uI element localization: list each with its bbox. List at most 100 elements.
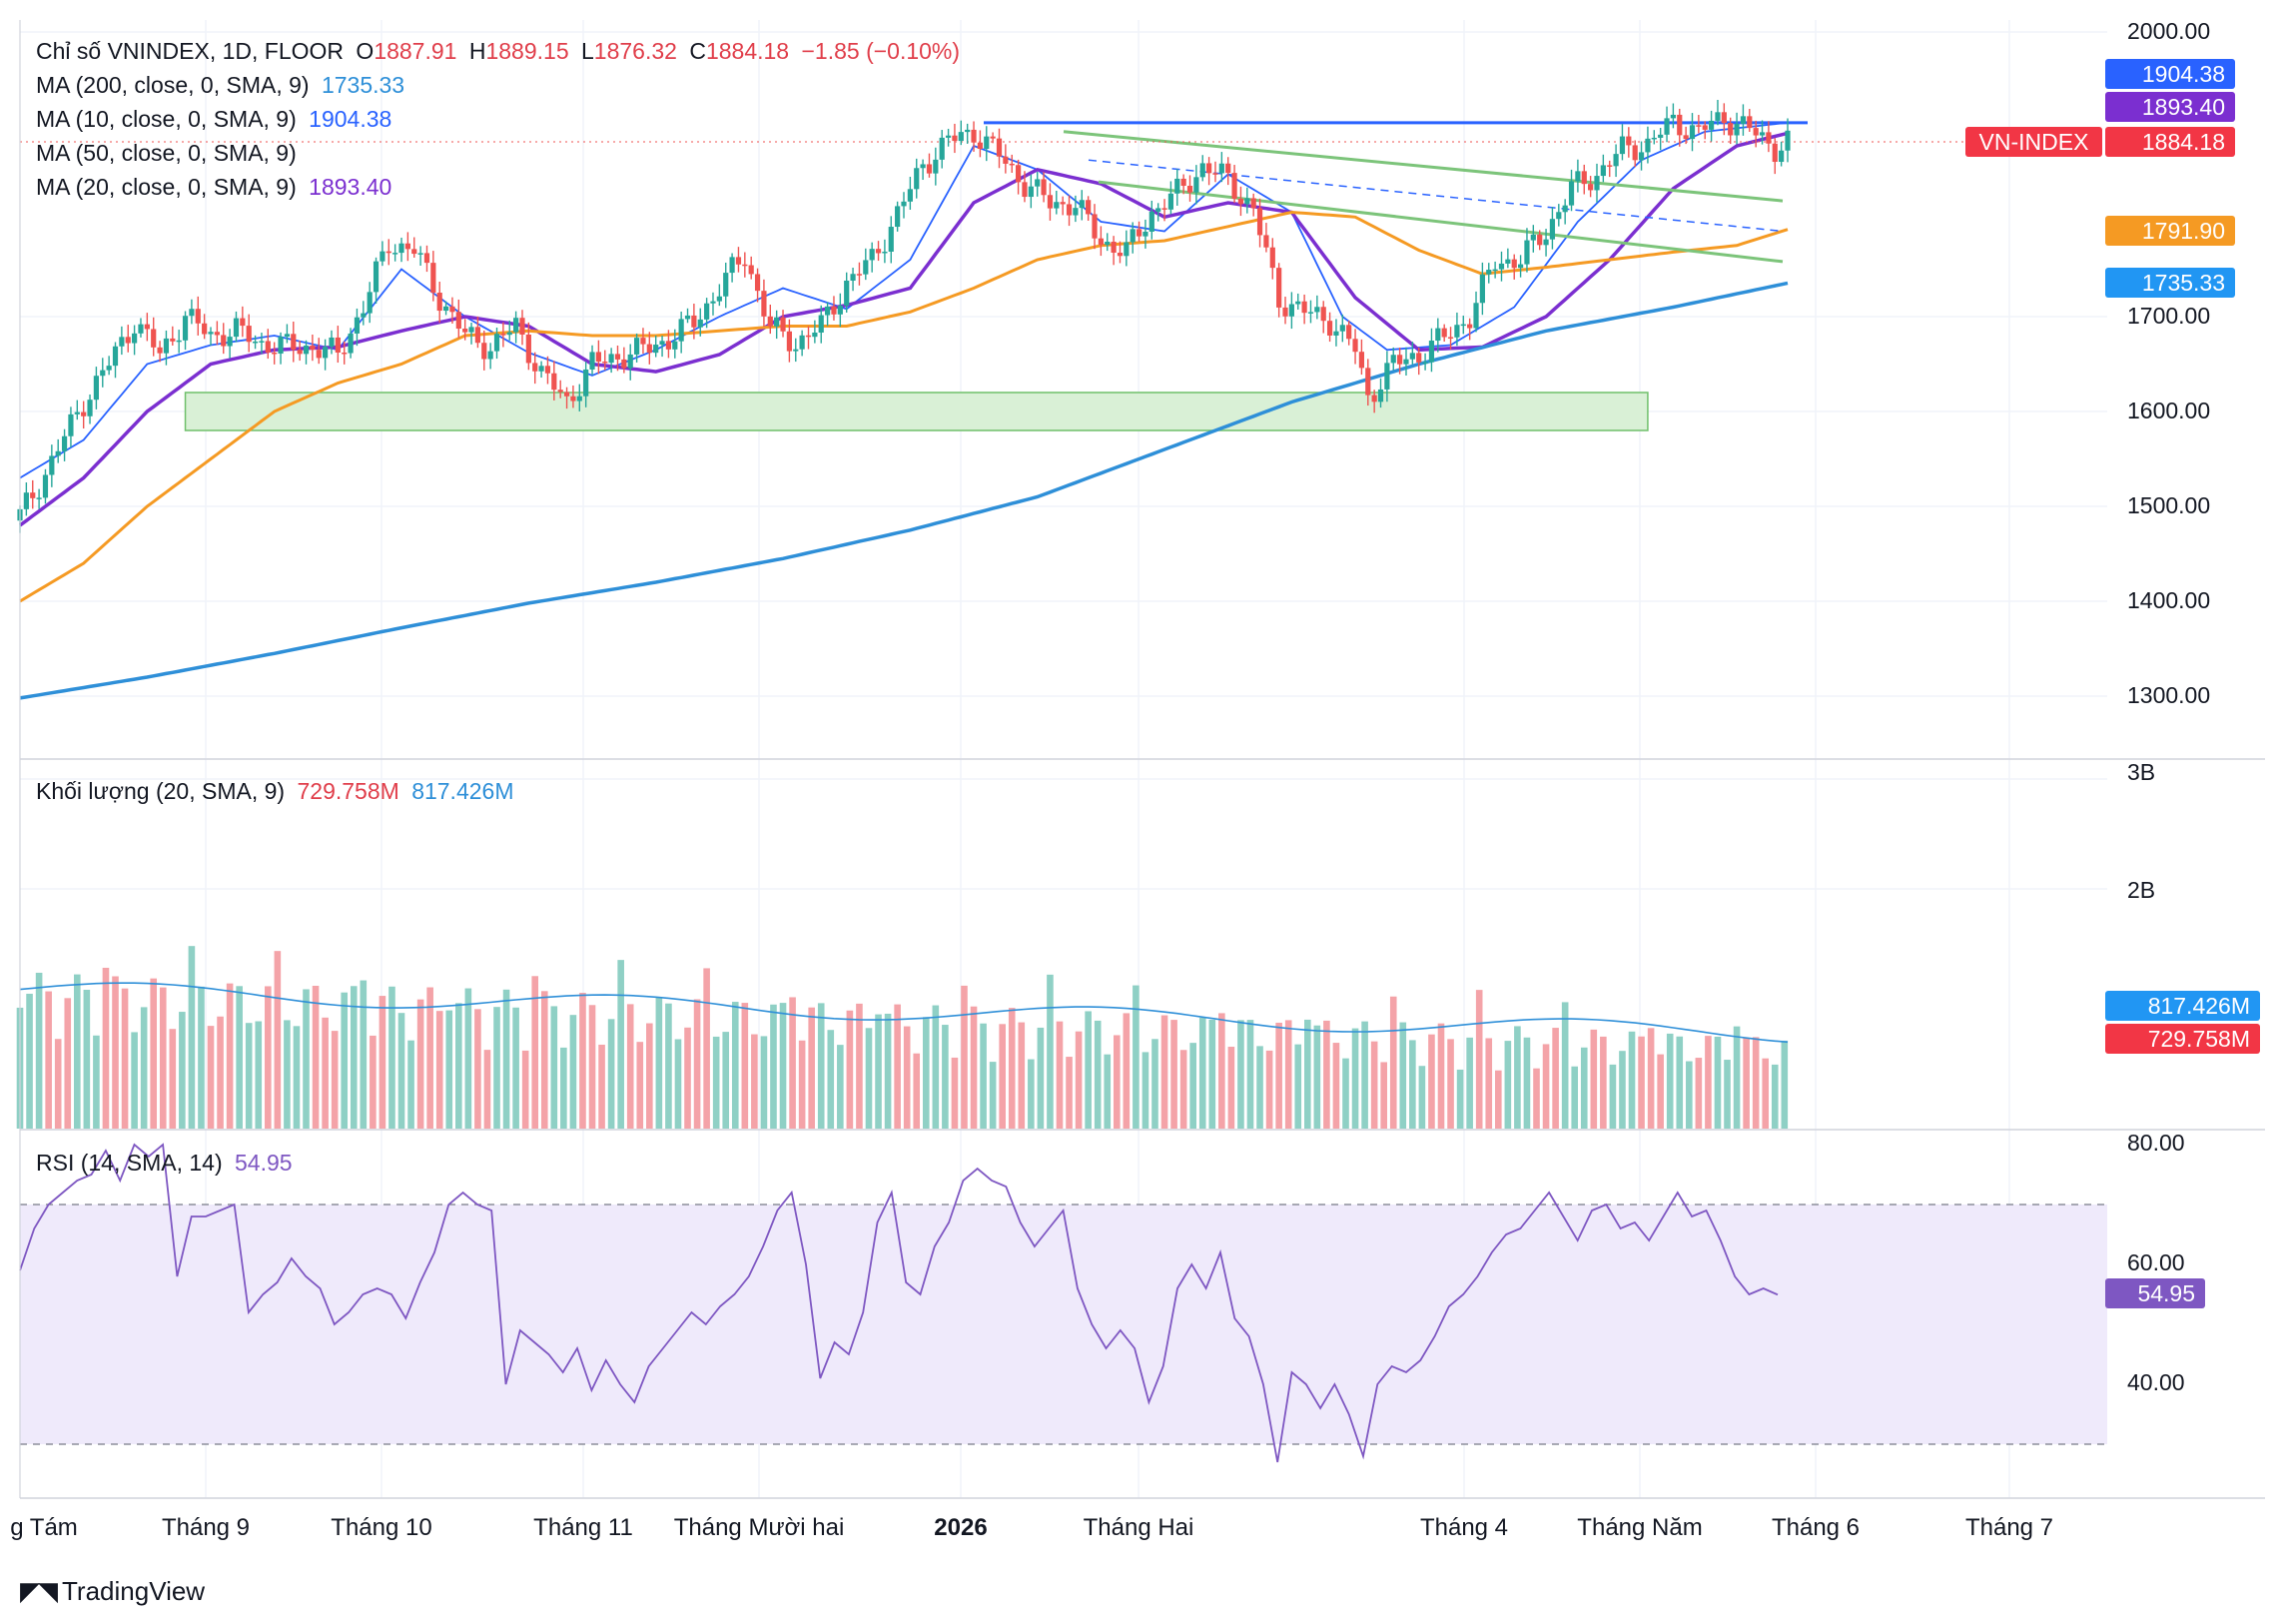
ma20-legend[interactable]: MA (20, close, 0, SMA, 9) 1893.40	[36, 170, 397, 204]
volume-bar	[1142, 1052, 1149, 1129]
volume-legend[interactable]: Khối lượng (20, SMA, 9) 729.758M 817.426…	[36, 774, 520, 808]
volume-bar	[45, 991, 52, 1129]
candle-body	[672, 341, 678, 350]
volume-value-1: 729.758M	[297, 778, 399, 804]
candle-body	[1314, 307, 1320, 313]
volume-bar	[341, 992, 349, 1129]
candle-body	[837, 305, 843, 315]
candle-body	[1543, 239, 1549, 246]
candle-body	[182, 316, 189, 341]
ma50-legend[interactable]: MA (50, close, 0, SMA, 9)	[36, 136, 309, 170]
candle-body	[373, 261, 380, 293]
candle-body	[1352, 339, 1358, 353]
candle-body	[385, 251, 391, 254]
candle-body	[1047, 195, 1054, 209]
volume-bar	[808, 1007, 815, 1129]
volume-bar	[35, 972, 43, 1129]
candle-body	[856, 274, 863, 276]
candle-body	[506, 332, 512, 336]
volume-bar	[865, 1028, 873, 1129]
candle-body	[850, 274, 856, 281]
volume-bar	[1638, 1036, 1645, 1129]
candle-body	[633, 338, 640, 355]
candle-body	[952, 135, 958, 142]
candle-body	[1117, 252, 1124, 257]
volume-bar	[579, 993, 586, 1129]
candle-body	[1098, 238, 1104, 246]
volume-bar	[207, 1026, 215, 1129]
rsi-legend[interactable]: RSI (14, SMA, 14) 54.95	[36, 1146, 299, 1180]
candle-body	[965, 129, 971, 133]
volume-bar	[388, 986, 395, 1129]
candle-body	[863, 260, 869, 275]
candle-body	[500, 334, 506, 336]
x-tick-apr: Tháng 4	[1419, 1514, 1509, 1541]
volume-bar	[1361, 1021, 1368, 1129]
ma10-legend[interactable]: MA (10, close, 0, SMA, 9) 1904.38	[36, 102, 397, 136]
ma20-value: 1893.40	[309, 174, 392, 200]
x-tick-jun: Tháng 6	[1771, 1514, 1861, 1541]
volume-bar	[1466, 1037, 1473, 1129]
candle-body	[316, 350, 322, 359]
volume-bar	[274, 951, 282, 1129]
volume-bar	[435, 1011, 443, 1129]
volume-bar	[1008, 1008, 1016, 1129]
candle-body	[627, 354, 633, 369]
candle-body	[710, 301, 716, 304]
volume-bar	[1752, 1037, 1760, 1129]
candle-body	[735, 257, 742, 265]
candle-body	[1155, 208, 1161, 212]
last-price-tag: 1884.18	[2105, 127, 2235, 157]
candle-body	[1645, 138, 1651, 153]
candle-body	[933, 159, 939, 174]
candle-body	[1016, 165, 1022, 183]
volume-bar	[1294, 1044, 1302, 1129]
volume-bar	[674, 1039, 682, 1129]
volume-bar	[1094, 1020, 1102, 1129]
candle-body	[119, 337, 125, 347]
x-tick-aug: g Tám	[10, 1514, 78, 1541]
volume-bar	[426, 987, 433, 1129]
candle-body	[1575, 171, 1581, 182]
volume-bar	[1303, 1019, 1311, 1129]
candle-body	[748, 265, 754, 275]
candle-body	[1237, 198, 1244, 205]
candle-body	[1136, 229, 1142, 237]
candle-body	[977, 142, 984, 150]
tradingview-logo-icon: ◤◥	[20, 1576, 58, 1607]
volume-bar	[1037, 1027, 1045, 1129]
candle-body	[1747, 116, 1753, 129]
candle-body	[68, 413, 74, 436]
volume-bar	[198, 986, 205, 1129]
volume-bar	[779, 1003, 787, 1129]
candle-body	[93, 376, 100, 401]
x-tick-feb: Tháng Hai	[1083, 1514, 1194, 1541]
candle-body	[112, 346, 119, 367]
volume-bar	[751, 1034, 758, 1129]
volume-bar	[1342, 1058, 1349, 1129]
candle-body	[665, 341, 672, 350]
volume-bar	[837, 1045, 844, 1129]
candle-body	[361, 313, 367, 318]
volume-bar	[560, 1047, 567, 1129]
volume-bar	[303, 989, 310, 1129]
tradingview-logo[interactable]: ◤◥ TradingView	[20, 1576, 205, 1607]
candle-body	[329, 337, 335, 348]
volume-bar	[693, 999, 701, 1129]
candle-body	[1009, 163, 1015, 166]
candle-body	[595, 352, 601, 363]
vol-tick-2b: 2B	[2127, 877, 2156, 903]
volume-bar	[703, 968, 710, 1129]
volume-bar	[370, 1035, 377, 1129]
volume-bar	[913, 1053, 921, 1129]
rsi-tick-80: 80.00	[2127, 1130, 2185, 1156]
candle-body	[1613, 154, 1619, 167]
candle-body	[1460, 324, 1466, 327]
ma200-legend[interactable]: MA (200, close, 0, SMA, 9) 1735.33	[36, 68, 410, 102]
volume-bar	[798, 1040, 806, 1129]
candle-body	[1256, 208, 1263, 236]
candle-body	[602, 362, 608, 364]
candle-body	[1130, 229, 1136, 243]
candle-body	[1403, 359, 1409, 365]
